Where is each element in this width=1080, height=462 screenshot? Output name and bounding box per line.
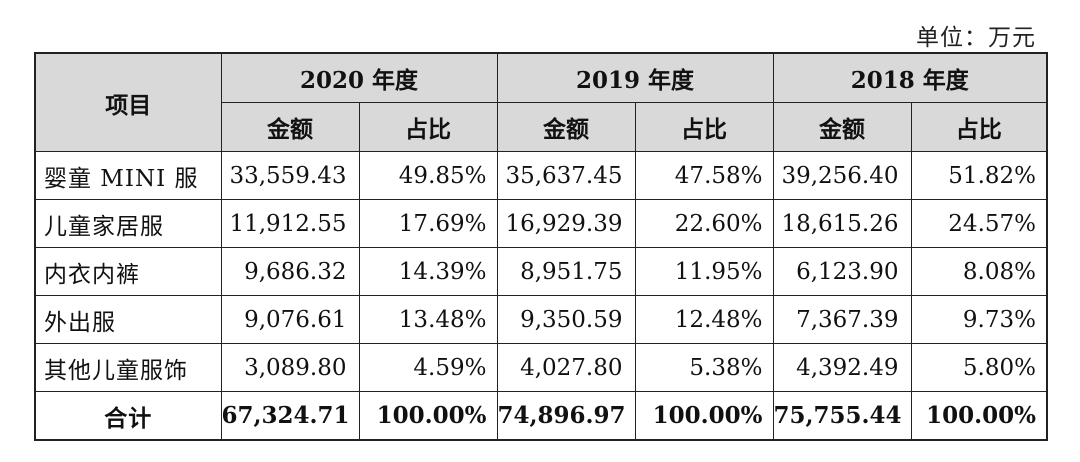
header-year-2018: 2018 年度 bbox=[772, 52, 1048, 103]
header-amount-2019: 金额 bbox=[496, 102, 636, 152]
ratio-2018: 51.82% bbox=[910, 151, 1048, 200]
amount-2019: 4,027.80 bbox=[496, 343, 636, 392]
amount-2018: 6,123.90 bbox=[772, 247, 912, 296]
amount-2019: 35,637.45 bbox=[496, 151, 636, 200]
ratio-2018: 24.57% bbox=[910, 199, 1048, 248]
amount-2020: 11,912.55 bbox=[220, 199, 360, 248]
table-row: 婴童 MINI 服 33,559.43 49.85% 35,637.45 47.… bbox=[34, 151, 1048, 200]
header-amount-2020: 金额 bbox=[220, 102, 360, 152]
amount-2018: 39,256.40 bbox=[772, 151, 912, 200]
amount-2020: 33,559.43 bbox=[220, 151, 360, 200]
header-ratio-2018: 占比 bbox=[910, 102, 1048, 152]
row-item: 婴童 MINI 服 bbox=[34, 151, 222, 200]
ratio-2020: 14.39% bbox=[358, 247, 498, 296]
amount-2020: 3,089.80 bbox=[220, 343, 360, 392]
total-label: 合计 bbox=[34, 391, 222, 441]
table-row: 其他儿童服饰 3,089.80 4.59% 4,027.80 5.38% 4,3… bbox=[34, 343, 1048, 392]
row-item: 儿童家居服 bbox=[34, 199, 222, 248]
header-amount-2018: 金额 bbox=[772, 102, 912, 152]
amount-2020: 9,076.61 bbox=[220, 295, 360, 344]
ratio-2018: 5.80% bbox=[910, 343, 1048, 392]
total-ratio-2018: 100.00% bbox=[910, 391, 1048, 441]
total-ratio-2019: 100.00% bbox=[634, 391, 774, 441]
ratio-2019: 12.48% bbox=[634, 295, 774, 344]
total-amount-2019: 74,896.97 bbox=[496, 391, 636, 441]
amount-2018: 18,615.26 bbox=[772, 199, 912, 248]
revenue-table: 项目 2020 年度 2019 年度 2018 年度 金额 占比 金额 占比 金… bbox=[34, 52, 1048, 441]
ratio-2019: 47.58% bbox=[634, 151, 774, 200]
amount-2019: 16,929.39 bbox=[496, 199, 636, 248]
amount-2019: 9,350.59 bbox=[496, 295, 636, 344]
ratio-2019: 5.38% bbox=[634, 343, 774, 392]
amount-2020: 9,686.32 bbox=[220, 247, 360, 296]
total-amount-2018: 75,755.44 bbox=[772, 391, 912, 441]
table-row: 内衣内裤 9,686.32 14.39% 8,951.75 11.95% 6,1… bbox=[34, 247, 1048, 296]
header-row-columns: 金额 占比 金额 占比 金额 占比 bbox=[35, 102, 1048, 152]
ratio-2020: 49.85% bbox=[358, 151, 498, 200]
row-item: 外出服 bbox=[34, 295, 222, 344]
total-amount-2020: 67,324.71 bbox=[220, 391, 360, 441]
header-row-years: 项目 2020 年度 2019 年度 2018 年度 bbox=[34, 52, 1048, 152]
header-ratio-2020: 占比 bbox=[358, 102, 498, 152]
ratio-2019: 11.95% bbox=[634, 247, 774, 296]
total-ratio-2020: 100.00% bbox=[358, 391, 498, 441]
amount-2018: 7,367.39 bbox=[772, 295, 912, 344]
table-row: 儿童家居服 11,912.55 17.69% 16,929.39 22.60% … bbox=[34, 199, 1048, 248]
row-item: 其他儿童服饰 bbox=[34, 343, 222, 392]
ratio-2018: 8.08% bbox=[910, 247, 1048, 296]
table-row: 外出服 9,076.61 13.48% 9,350.59 12.48% 7,36… bbox=[34, 295, 1048, 344]
ratio-2020: 4.59% bbox=[358, 343, 498, 392]
header-item: 项目 bbox=[34, 52, 222, 152]
header-ratio-2019: 占比 bbox=[634, 102, 774, 152]
header-year-2019: 2019 年度 bbox=[496, 52, 774, 103]
amount-2018: 4,392.49 bbox=[772, 343, 912, 392]
ratio-2020: 13.48% bbox=[358, 295, 498, 344]
amount-2019: 8,951.75 bbox=[496, 247, 636, 296]
ratio-2018: 9.73% bbox=[910, 295, 1048, 344]
total-row: 合计 67,324.71 100.00% 74,896.97 100.00% 7… bbox=[34, 391, 1048, 441]
row-item: 内衣内裤 bbox=[34, 247, 222, 296]
ratio-2020: 17.69% bbox=[358, 199, 498, 248]
header-year-2020: 2020 年度 bbox=[220, 52, 498, 103]
ratio-2019: 22.60% bbox=[634, 199, 774, 248]
unit-label: 单位：万元 bbox=[916, 25, 1036, 51]
